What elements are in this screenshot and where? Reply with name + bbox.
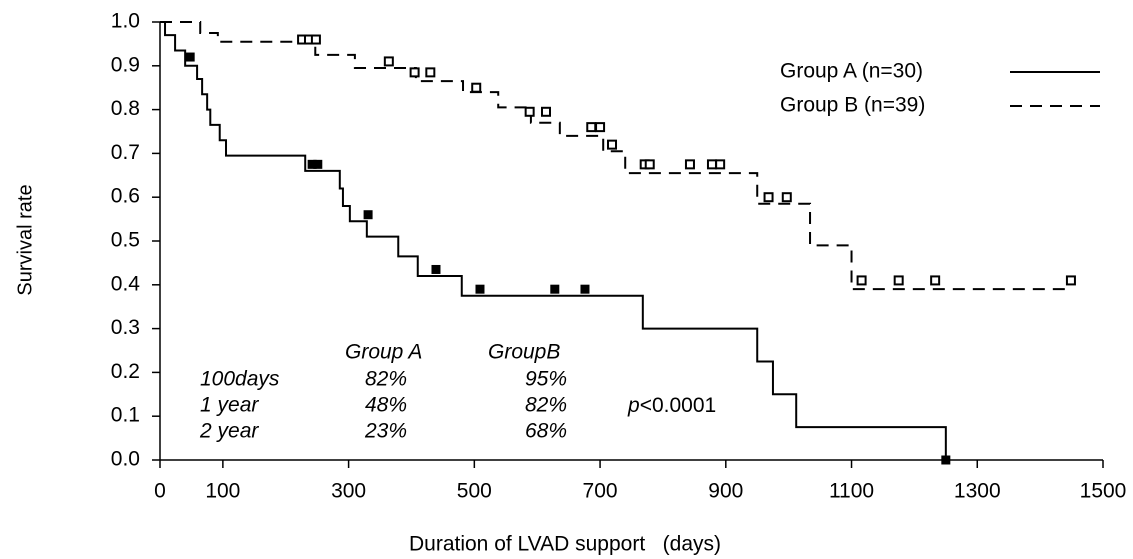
censor-mark: [310, 34, 321, 45]
censor-mark: [684, 159, 695, 170]
censor-mark: [425, 67, 436, 78]
table-cell: 82%: [525, 394, 567, 417]
censor-mark: [524, 106, 535, 117]
censor-mark: [471, 82, 482, 93]
censor-mark: [941, 455, 951, 465]
y-tick-label: 0.7: [111, 141, 140, 164]
censor-mark: [383, 56, 394, 67]
censor-mark: [856, 275, 867, 286]
censor-mark: [607, 139, 618, 150]
x-tick-label: 1100: [829, 480, 874, 503]
table-cell: 2 year: [199, 420, 259, 443]
x-tick-label: 500: [457, 480, 492, 503]
x-tick-label: 0: [154, 480, 166, 503]
censor-mark: [586, 122, 597, 133]
y-tick-label: 0.3: [111, 316, 140, 339]
censor-mark: [409, 67, 420, 78]
censor-mark: [706, 159, 717, 170]
censor-mark: [475, 284, 485, 294]
y-tick-label: 0.8: [111, 97, 140, 120]
table-cell: 68%: [525, 420, 567, 443]
p-number: <0.0001: [640, 394, 717, 417]
y-tick-label: 0.1: [111, 404, 140, 427]
x-tick-label: 700: [583, 480, 618, 503]
table-header: GroupB: [488, 341, 560, 364]
censor-mark: [431, 264, 441, 274]
censor-mark: [541, 106, 552, 117]
x-tick-label: 100: [205, 480, 240, 503]
legend-label: Group B (n=39): [780, 94, 925, 117]
y-tick-label: 1.0: [111, 10, 140, 33]
censor-mark: [313, 159, 323, 169]
censor-mark: [644, 159, 655, 170]
x-tick-label: 300: [331, 480, 366, 503]
censor-mark: [1065, 275, 1076, 286]
x-axis-label: Duration of LVAD support (days): [409, 533, 721, 556]
y-tick-label: 0.9: [111, 53, 140, 76]
censor-mark: [930, 275, 941, 286]
censor-mark: [595, 122, 606, 133]
censor-mark: [781, 192, 792, 203]
censor-mark: [363, 210, 373, 220]
x-tick-label: 1300: [954, 480, 1001, 503]
survival-curve: [160, 21, 1072, 291]
survival-curve: [160, 21, 947, 460]
table-cell: 1 year: [200, 394, 259, 417]
p-symbol: p: [627, 394, 640, 417]
legend-label: Group A (n=30): [780, 60, 923, 83]
table-cell: 48%: [365, 394, 407, 417]
y-axis-label: Survival rate: [14, 184, 36, 295]
table-cell: 95%: [525, 368, 567, 391]
p-value: p<0.0001: [627, 394, 716, 417]
table-header: Group A: [345, 341, 422, 364]
table-cell: 100days: [200, 368, 280, 391]
table-cell: 82%: [365, 368, 407, 391]
y-tick-label: 0.4: [111, 272, 141, 295]
x-tick-label: 900: [708, 480, 743, 503]
y-tick-label: 0.5: [111, 229, 140, 252]
x-tick-label: 1500: [1080, 480, 1127, 503]
y-tick-label: 0.6: [111, 185, 140, 208]
censor-mark: [763, 192, 774, 203]
censor-mark: [185, 52, 195, 62]
y-tick-label: 0.2: [111, 360, 140, 383]
censor-mark: [893, 275, 904, 286]
censor-mark: [715, 159, 726, 170]
censor-mark: [580, 284, 590, 294]
table-cell: 23%: [364, 420, 407, 443]
y-tick-label: 0.0: [111, 448, 140, 471]
censor-mark: [550, 284, 560, 294]
